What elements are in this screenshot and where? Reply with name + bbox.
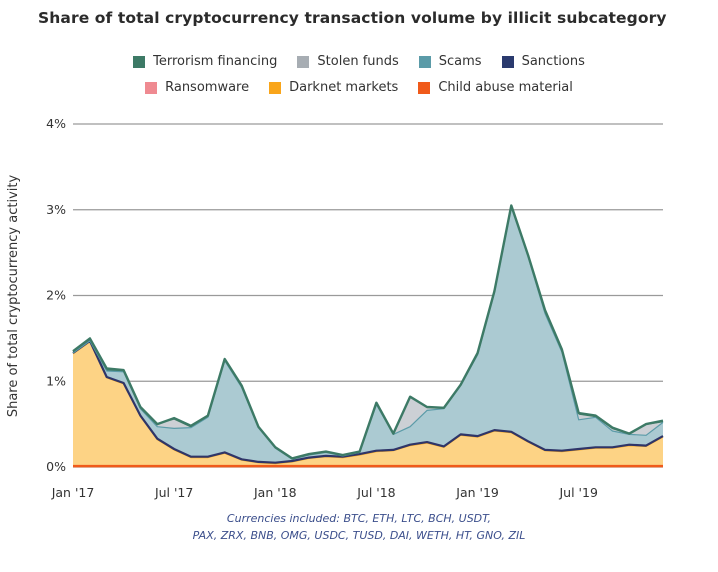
y-axis-ticks: 0% 1% 2% 3% 4% — [46, 116, 66, 474]
legend-row-2: Ransomware Darknet markets Child abuse m… — [0, 80, 718, 95]
legend-item-terrorism-financing: Terrorism financing — [133, 54, 277, 69]
x-tick-label: Jan '18 — [253, 485, 297, 500]
y-tick-label: 1% — [46, 373, 66, 388]
x-tick-label: Jul '19 — [559, 485, 598, 500]
footnote-line-1: Currencies included: BTC, ETH, LTC, BCH,… — [226, 512, 492, 525]
line-terrorism-financing — [72, 204, 664, 460]
legend-swatch — [418, 55, 431, 68]
x-axis-ticks: Jan '17 Jul '17 Jan '18 Jul '18 Jan '19 Jul '… — [51, 485, 598, 500]
y-tick-label: 2% — [46, 288, 66, 303]
y-tick-label: 4% — [46, 116, 66, 131]
series-lines — [72, 204, 664, 468]
legend-item-ransomware: Ransomware — [145, 80, 249, 95]
x-tick-label: Jul '17 — [154, 485, 193, 500]
legend-label: Child abuse material — [438, 80, 573, 95]
legend-item-sanctions: Sanctions — [501, 54, 585, 69]
footnote-line-2: PAX, ZRX, BNB, OMG, USDC, TUSD, DAI, WET… — [192, 529, 526, 542]
legend-label: Ransomware — [165, 80, 250, 95]
legend-item-darknet-markets: Darknet markets — [269, 80, 398, 95]
legend-swatch — [145, 81, 158, 94]
y-tick-label: 3% — [46, 202, 66, 217]
legend-swatch — [297, 55, 310, 68]
x-tick-label: Jul '18 — [356, 485, 395, 500]
legend-label: Scams — [438, 54, 482, 69]
x-tick-label: Jan '19 — [455, 485, 499, 500]
area-darknet-markets — [73, 341, 663, 467]
line-sanctions — [72, 339, 664, 464]
legend-row-1: Terrorism financing Stolen funds Scams S… — [0, 54, 718, 69]
legend-swatch — [418, 81, 431, 94]
legend-swatch — [133, 55, 146, 68]
legend-swatch — [269, 81, 282, 94]
legend-label: Stolen funds — [317, 54, 399, 69]
y-tick-label: 0% — [46, 459, 66, 474]
x-tick-label: Jan '17 — [51, 485, 95, 500]
legend-label: Terrorism financing — [153, 54, 278, 69]
chart-title: Share of total cryptocurrency transactio… — [38, 9, 667, 27]
legend-item-stolen-funds: Stolen funds — [297, 54, 399, 69]
area-scams — [73, 207, 663, 463]
legend-label: Sanctions — [521, 54, 585, 69]
legend-item-child-abuse-material: Child abuse material — [418, 80, 573, 95]
legend-swatch — [501, 55, 514, 68]
legend-label: Darknet markets — [289, 80, 399, 95]
y-axis-label: Share of total cryptocurrency activity — [6, 175, 21, 418]
legend-item-scams: Scams — [418, 54, 482, 69]
